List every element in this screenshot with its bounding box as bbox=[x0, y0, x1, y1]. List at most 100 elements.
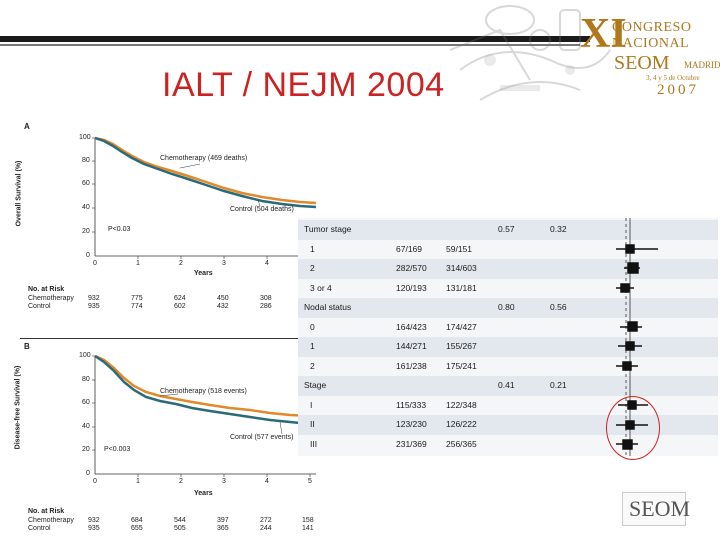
forest-row-label: Nodal status bbox=[304, 302, 352, 312]
panel-a-ytick-100: 100 bbox=[79, 134, 91, 141]
panel-b-risk-header: No. at Risk bbox=[28, 508, 65, 515]
logo-roman-numeral: XI bbox=[580, 11, 627, 57]
panel-a-risk-cell: 935 bbox=[88, 303, 100, 310]
panel-a-ytick-40: 40 bbox=[82, 204, 90, 211]
survival-panel-a: A Overall Survival (%) 100 80 60 40 20 0… bbox=[15, 112, 326, 337]
footer-logo-text: SEOM bbox=[629, 496, 691, 521]
forest-row-chemo: 120/193 bbox=[396, 282, 427, 293]
logo-city: MADRID bbox=[684, 60, 720, 70]
highlight-circle bbox=[606, 396, 660, 460]
forest-row-control: 122/348 bbox=[446, 399, 477, 410]
panel-a-ytick-80: 80 bbox=[82, 157, 90, 164]
banner-line-secondary bbox=[0, 44, 580, 46]
panel-a-ytick-20: 20 bbox=[82, 228, 90, 235]
forest-row-chemo: 67/169 bbox=[396, 243, 422, 254]
panel-b-risk-cell: 272 bbox=[260, 517, 272, 524]
panel-b-label: B bbox=[24, 342, 30, 351]
forest-row-control: 314/603 bbox=[446, 263, 477, 273]
forest-row-label: Tumor stage bbox=[304, 224, 352, 234]
slide-title: IALT / NEJM 2004 bbox=[162, 66, 445, 104]
forest-row-control: 59/151 bbox=[446, 243, 472, 254]
panel-a-plot bbox=[92, 136, 317, 259]
panel-b-risk-cell: 932 bbox=[88, 517, 100, 524]
forest-row-label: II bbox=[310, 419, 315, 429]
banner-line bbox=[0, 36, 590, 42]
panel-b-xtick-3: 3 bbox=[222, 478, 226, 485]
forest-row-chemo: 123/230 bbox=[396, 419, 427, 429]
panel-b-risk-cell: 397 bbox=[217, 517, 229, 524]
panel-a-risk-cell: 602 bbox=[174, 303, 186, 310]
logo-dates: 3, 4 y 5 de Octubre bbox=[646, 74, 700, 82]
forest-row-label: 1 bbox=[310, 243, 315, 254]
forest-row: 2 282/570 314/603 bbox=[298, 259, 718, 279]
panel-b-risk-cell: 544 bbox=[174, 517, 186, 524]
panel-b-xtick-0: 0 bbox=[93, 478, 97, 485]
forest-row: I 115/333 122/348 bbox=[298, 396, 718, 416]
forest-row-chemo: 231/369 bbox=[396, 438, 427, 449]
panel-b-ytick-40: 40 bbox=[82, 423, 90, 430]
panel-a-xtick-2: 2 bbox=[179, 260, 183, 267]
panel-a-xtick-3: 3 bbox=[222, 260, 226, 267]
logo-line1: CONGRESO bbox=[612, 20, 692, 35]
forest-row-label: I bbox=[310, 399, 313, 410]
forest-plot-table: Tumor stage 0.57 0.32 1 67/169 59/151 2 … bbox=[298, 218, 718, 456]
panel-b-risk-cell: 935 bbox=[88, 525, 100, 532]
logo-org: SEOM bbox=[614, 52, 670, 74]
forest-row-p2: 0.56 bbox=[550, 302, 567, 312]
panel-b-risk-name: Chemotherapy bbox=[28, 517, 74, 524]
forest-row-p1: 0.41 bbox=[498, 380, 515, 390]
forest-row-control: 155/267 bbox=[446, 341, 477, 351]
panel-a-control-label: Control (504 deaths) bbox=[230, 206, 294, 213]
panel-a-ytick-0: 0 bbox=[86, 252, 90, 259]
panel-a-risk-cell: 775 bbox=[131, 295, 143, 302]
forest-row-p2: 0.21 bbox=[550, 380, 567, 390]
panel-a-risk-cell: 286 bbox=[260, 303, 272, 310]
panel-b-ytick-0: 0 bbox=[86, 470, 90, 477]
forest-row-control: 174/427 bbox=[446, 321, 477, 332]
survival-panel-b: B Disease-free Survival (%) 100 80 60 40… bbox=[14, 338, 326, 538]
panel-b-xtick-1: 1 bbox=[136, 478, 140, 485]
forest-row-p1: 0.57 bbox=[498, 224, 515, 234]
forest-row: 2 161/238 175/241 bbox=[298, 357, 718, 377]
forest-row: 3 or 4 120/193 131/181 bbox=[298, 279, 718, 299]
logo-year: 2007 bbox=[657, 82, 699, 98]
panel-divider bbox=[20, 338, 326, 339]
forest-row-control: 256/365 bbox=[446, 438, 477, 449]
panel-b-ytick-100: 100 bbox=[79, 352, 91, 359]
forest-row: Nodal status 0.80 0.56 bbox=[298, 298, 718, 318]
forest-row-p2: 0.32 bbox=[550, 224, 567, 234]
forest-row: Stage 0.41 0.21 bbox=[298, 376, 718, 396]
panel-b-risk-cell: 505 bbox=[174, 525, 186, 532]
panel-b-ytick-60: 60 bbox=[82, 399, 90, 406]
panel-a-risk-cell: 774 bbox=[131, 303, 143, 310]
forest-row-control: 175/241 bbox=[446, 360, 477, 371]
panel-b-xtick-5: 5 bbox=[308, 478, 312, 485]
panel-b-control-label: Control (577 events) bbox=[230, 434, 294, 441]
panel-a-pvalue: P<0.03 bbox=[108, 226, 131, 233]
panel-b-risk-cell: 244 bbox=[260, 525, 272, 532]
forest-row-label: Stage bbox=[304, 380, 327, 390]
panel-a-risk-header: No. at Risk bbox=[28, 286, 65, 293]
forest-row-label: 2 bbox=[310, 263, 315, 273]
forest-row-control: 131/181 bbox=[446, 282, 477, 293]
panel-b-risk-cell: 655 bbox=[131, 525, 143, 532]
forest-row-chemo: 161/238 bbox=[396, 360, 427, 371]
panel-a-xtick-0: 0 bbox=[93, 260, 97, 267]
panel-a-risk-name: Chemotherapy bbox=[28, 295, 74, 302]
panel-b-xtick-2: 2 bbox=[179, 478, 183, 485]
forest-row-label: 2 bbox=[310, 360, 315, 371]
forest-row-chemo: 115/333 bbox=[396, 399, 427, 410]
panel-b-ytick-80: 80 bbox=[82, 376, 90, 383]
panel-b-risk-cell: 365 bbox=[217, 525, 229, 532]
forest-row-chemo: 282/570 bbox=[396, 263, 427, 273]
panel-a-ytick-60: 60 bbox=[82, 180, 90, 187]
forest-row: III 231/369 256/365 bbox=[298, 435, 718, 455]
forest-row: 0 164/423 174/427 bbox=[298, 318, 718, 338]
panel-b-risk-cell: 684 bbox=[131, 517, 143, 524]
forest-row-label: 0 bbox=[310, 321, 315, 332]
congress-logo-image bbox=[449, 5, 611, 101]
panel-b-ytick-20: 20 bbox=[82, 446, 90, 453]
forest-row: 1 144/271 155/267 bbox=[298, 337, 718, 357]
panel-b-risk-cell: 141 bbox=[302, 525, 314, 532]
panel-b-risk-name: Control bbox=[28, 525, 51, 532]
